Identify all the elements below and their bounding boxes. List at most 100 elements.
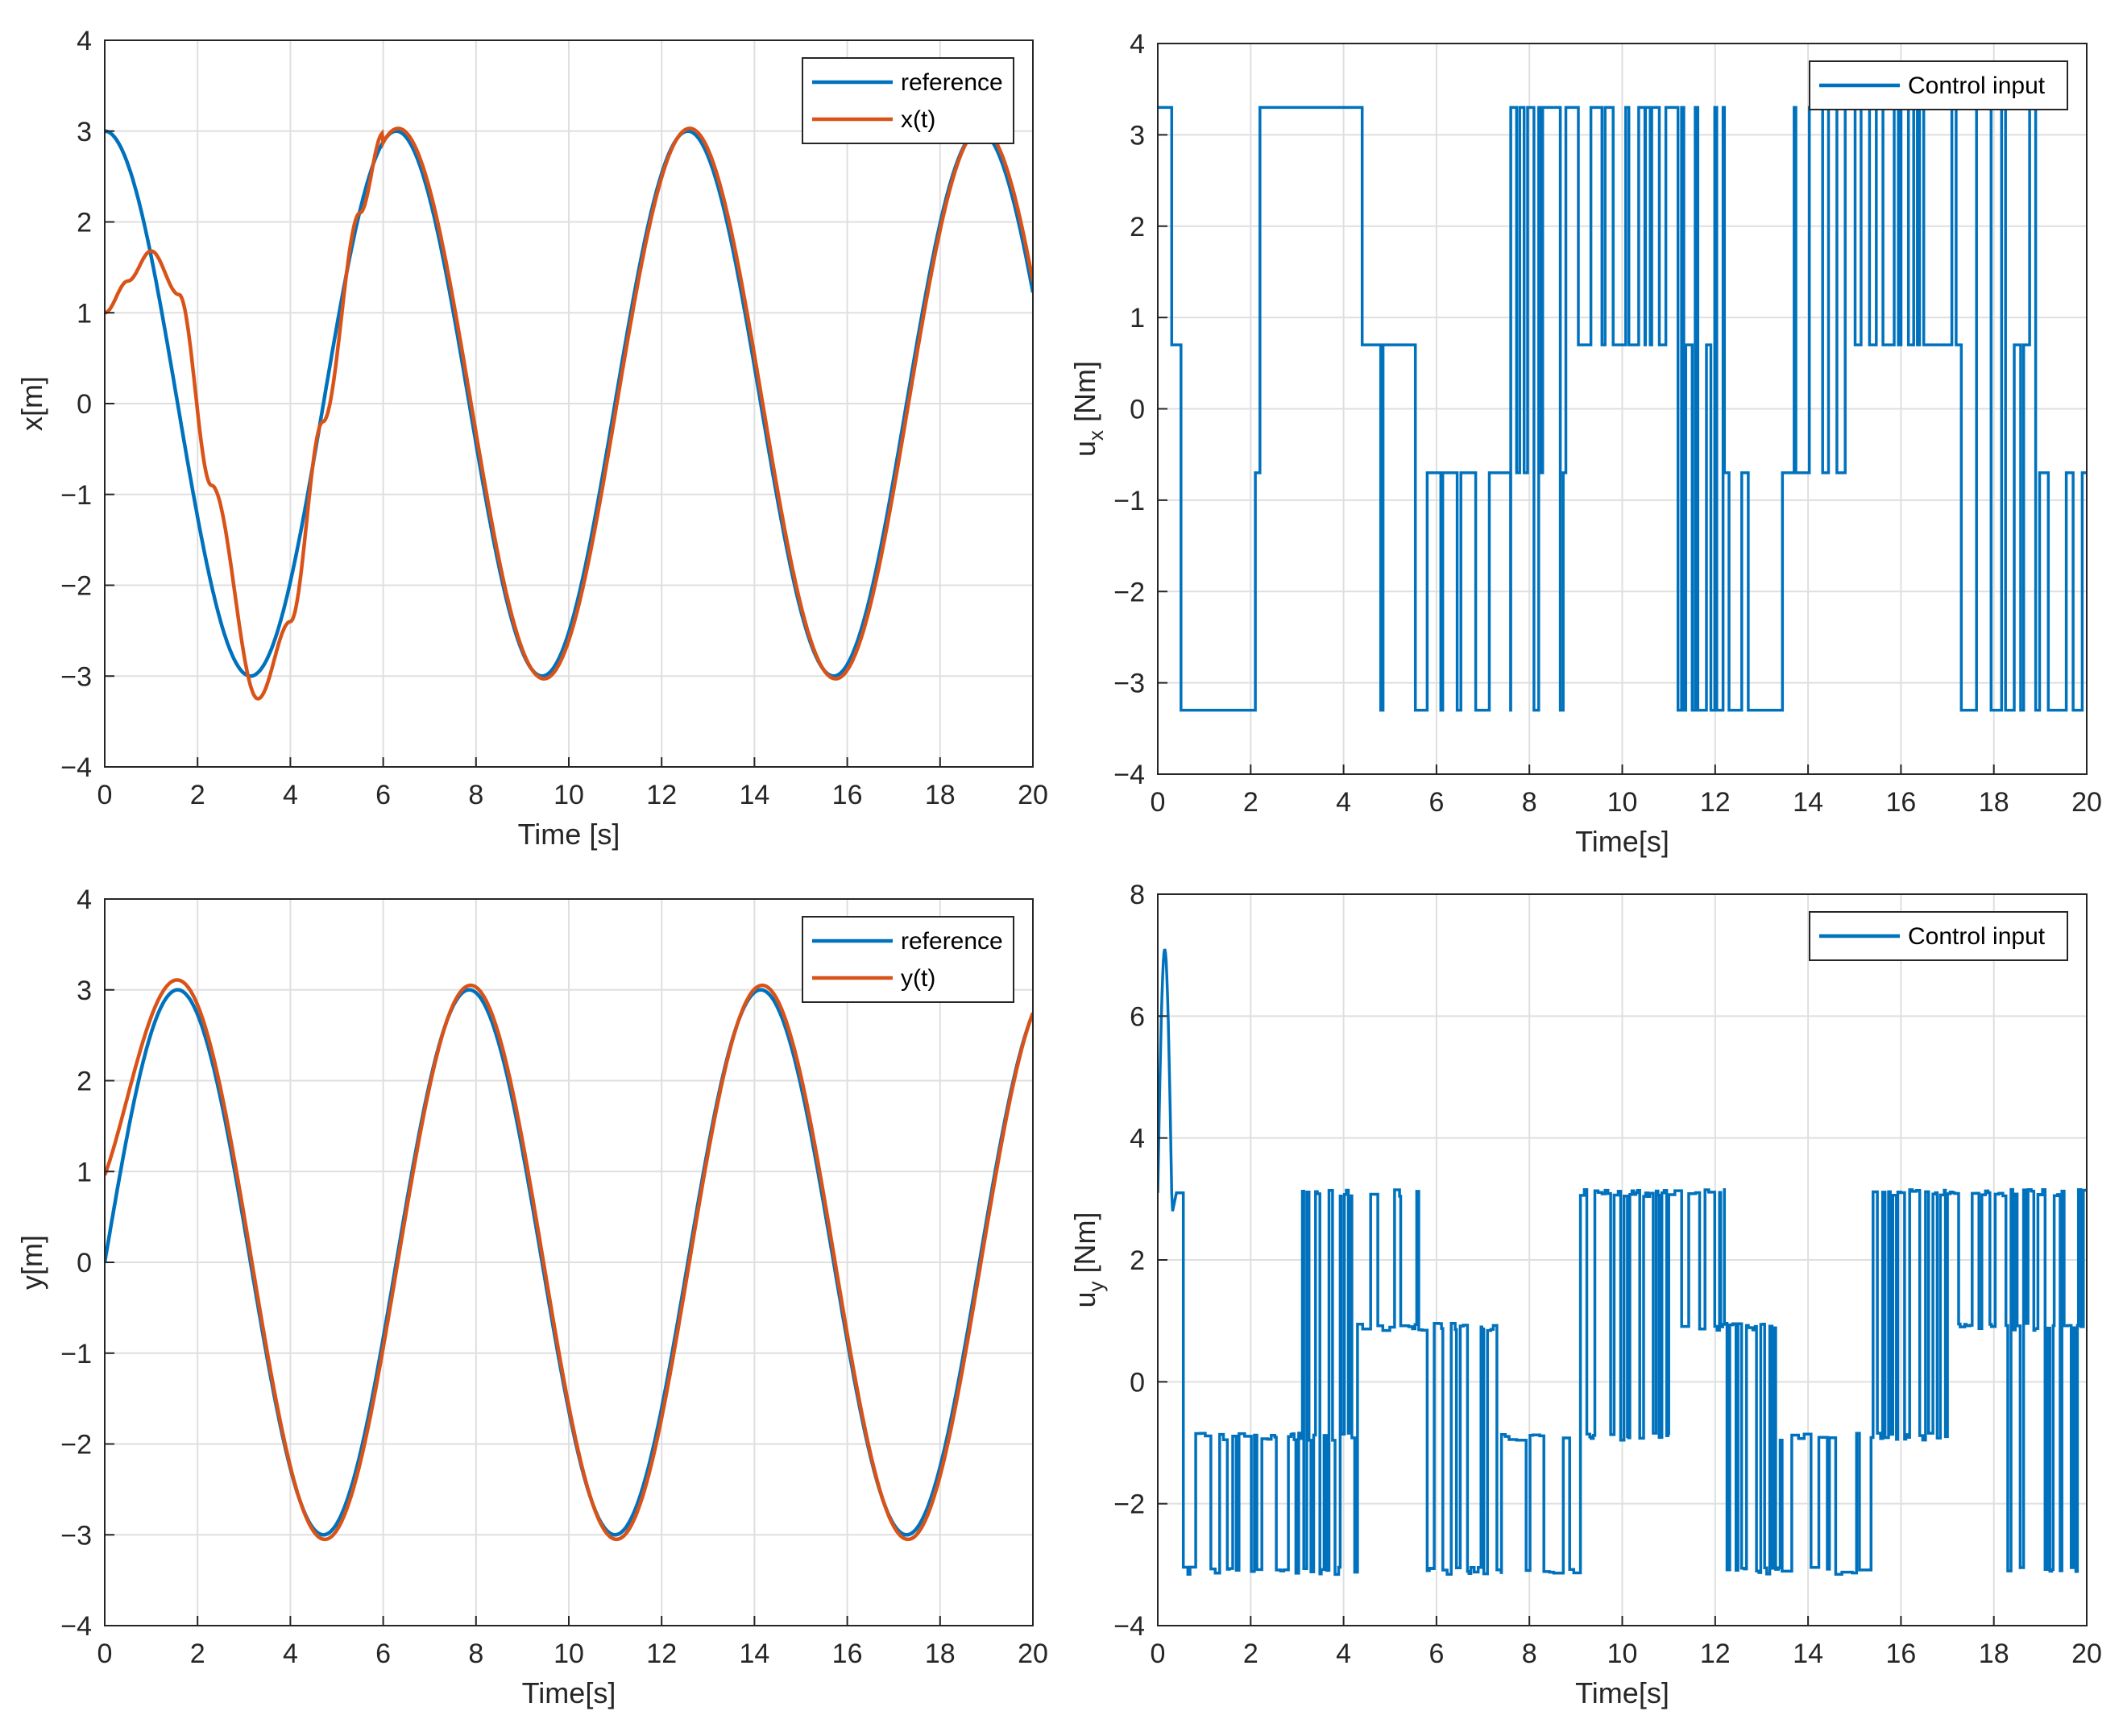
- x-tick-label: 18: [1979, 1639, 2009, 1669]
- y-tick-label: −2: [60, 1430, 92, 1460]
- y-tick-label: −1: [60, 1339, 92, 1369]
- x-tick-label: 8: [1522, 1639, 1537, 1669]
- y-tick-label: 4: [77, 885, 92, 915]
- y-tick-label: 1: [77, 298, 92, 329]
- y-tick-label: −2: [60, 571, 92, 602]
- x-tick-label: 2: [190, 780, 205, 810]
- x-tick-label: 12: [646, 1639, 677, 1669]
- legend-box: [802, 57, 1014, 144]
- x-tick-label: 0: [97, 780, 113, 810]
- x-tick-label: 18: [925, 1639, 956, 1669]
- series-line-reference: [105, 129, 1033, 678]
- x-tick-label: 4: [283, 780, 298, 810]
- legend-entry: Control input: [1908, 73, 2046, 99]
- y-tick-label: −4: [60, 752, 92, 783]
- y-axis-label: uy [Nm]: [1068, 1212, 1108, 1307]
- y-tick-label: −3: [60, 1520, 92, 1551]
- y-tick-label: 6: [1130, 1001, 1145, 1032]
- x-axis-label: Time [s]: [518, 818, 620, 851]
- series-group: [1158, 948, 2087, 1576]
- y-axis-label: ux [Nm]: [1068, 361, 1108, 457]
- legend: Control input: [1809, 60, 2068, 110]
- y-tick-label: 0: [77, 389, 92, 420]
- x-tick-label: 0: [1151, 787, 1166, 818]
- x-tick-label: 2: [190, 1639, 205, 1669]
- y-axis-label: y[m]: [15, 1235, 48, 1290]
- y-tick-label: −4: [1113, 760, 1145, 790]
- x-tick-label: 16: [832, 1639, 863, 1669]
- x-axis-label: Time[s]: [1575, 825, 1669, 858]
- x-tick-label: 8: [1522, 787, 1537, 818]
- chart-y_tracking: 0 2 4 6 8 10 12 14 16 18 20−4−3−2−101234Time[s]y[m…: [15, 885, 1048, 1709]
- series-line-control-input: [1158, 106, 2087, 712]
- x-tick-label: 2: [1243, 787, 1258, 818]
- series-group: [105, 126, 1033, 701]
- y-tick-label: 2: [77, 1067, 92, 1097]
- y-tick-label: 1: [77, 1157, 92, 1187]
- x-tick-label: 6: [1428, 787, 1444, 818]
- x-tick-label: 4: [1336, 787, 1351, 818]
- series-group: [105, 978, 1033, 1542]
- legend-box: [802, 916, 1014, 1003]
- legend-entry: reference: [901, 69, 1003, 96]
- x-tick-label: 14: [1793, 787, 1823, 818]
- y-tick-label: 4: [77, 26, 92, 56]
- y-tick-label: 2: [1130, 1245, 1145, 1276]
- x-tick-label: 14: [739, 1639, 769, 1669]
- y-tick-label: 3: [1130, 120, 1145, 151]
- series-line-yt: [105, 978, 1033, 1542]
- y-axis-label: x[m]: [15, 376, 48, 431]
- y-tick-label: 2: [77, 208, 92, 238]
- x-tick-label: 4: [1336, 1639, 1351, 1669]
- y-tick-label: 0: [1130, 395, 1145, 425]
- legend-entry: Control input: [1908, 923, 2046, 950]
- x-tick-label: 0: [1151, 1639, 1166, 1669]
- x-tick-label: 0: [97, 1639, 113, 1669]
- y-tick-label: −2: [1113, 1489, 1145, 1520]
- y-tick-label: 4: [1130, 29, 1145, 60]
- x-tick-label: 16: [1885, 787, 1916, 818]
- y-tick-label: 3: [77, 117, 92, 147]
- legend-entry: y(t): [901, 965, 935, 992]
- legend: reference x(t): [802, 57, 1014, 144]
- y-tick-label: −1: [1113, 486, 1145, 516]
- x-tick-label: 10: [1607, 787, 1638, 818]
- legend-entry: x(t): [901, 106, 935, 133]
- y-tick-label: 0: [1130, 1367, 1145, 1398]
- x-tick-label: 14: [1793, 1639, 1823, 1669]
- x-tick-label: 18: [925, 780, 956, 810]
- y-tick-label: 2: [1130, 212, 1145, 242]
- y-tick-label: 0: [77, 1248, 92, 1278]
- y-tick-label: −3: [1113, 669, 1145, 699]
- y-tick-label: −4: [1113, 1611, 1145, 1642]
- x-axis-label: Time[s]: [522, 1676, 616, 1709]
- x-tick-label: 20: [1018, 780, 1048, 810]
- x-tick-label: 10: [554, 780, 584, 810]
- x-tick-label: 8: [468, 1639, 483, 1669]
- legend: Control input: [1809, 911, 2068, 961]
- x-tick-label: 6: [375, 1639, 391, 1669]
- y-tick-label: −1: [60, 480, 92, 511]
- y-tick-label: 3: [77, 976, 92, 1006]
- y-tick-label: −3: [60, 661, 92, 692]
- x-tick-label: 16: [832, 780, 863, 810]
- x-tick-label: 18: [1979, 787, 2009, 818]
- legend: reference y(t): [802, 916, 1014, 1003]
- x-tick-label: 2: [1243, 1639, 1258, 1669]
- legend-entry: reference: [901, 928, 1003, 955]
- x-tick-label: 6: [375, 780, 391, 810]
- y-tick-label: −2: [1113, 577, 1145, 607]
- x-tick-label: 16: [1885, 1639, 1916, 1669]
- y-tick-label: 1: [1130, 303, 1145, 334]
- x-tick-label: 12: [1700, 1639, 1731, 1669]
- x-tick-label: 12: [646, 780, 677, 810]
- series-group: [1158, 106, 2087, 712]
- series-line-xt: [105, 126, 1033, 701]
- y-tick-label: 4: [1130, 1124, 1145, 1154]
- series-line-control-input: [1158, 948, 2087, 1576]
- x-axis-label: Time[s]: [1575, 1676, 1669, 1709]
- x-tick-label: 20: [2071, 1639, 2102, 1669]
- x-tick-label: 10: [1607, 1639, 1638, 1669]
- x-tick-label: 10: [554, 1639, 584, 1669]
